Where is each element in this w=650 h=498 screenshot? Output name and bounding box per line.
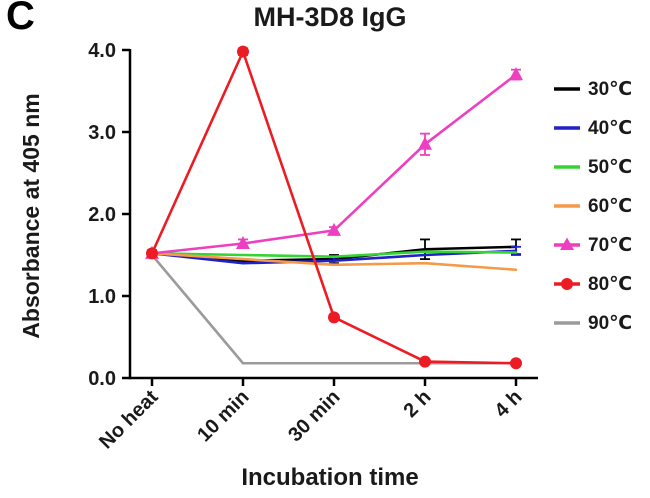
legend-item: 80℃: [552, 273, 632, 295]
y-tick-label: 4.0: [88, 40, 116, 62]
circle-marker: [146, 247, 158, 260]
y-tick-label: 1.0: [88, 286, 116, 308]
series-line: [150, 253, 518, 365]
legend-triangle-icon: [554, 237, 580, 250]
legend-label: 50℃: [588, 156, 633, 178]
legend-item: 70℃: [552, 234, 632, 256]
y-axis-label: Absorbance at 405 nm: [18, 93, 44, 339]
y-tick-label: 3.0: [88, 122, 116, 144]
legend-label: 80℃: [588, 273, 633, 295]
chart-title: MH-3D8 IgG: [253, 2, 407, 32]
y-tick-label: 2.0: [88, 204, 116, 226]
x-tick-label: 4 h: [491, 386, 527, 422]
series-line: [150, 249, 518, 265]
x-tick-label: No heat: [95, 386, 163, 454]
legend-label: 40℃: [588, 117, 633, 139]
legend-item: 40℃: [552, 117, 632, 139]
triangle-marker: [418, 136, 432, 150]
legend-line-icon: [554, 204, 580, 208]
triangle-marker: [509, 67, 523, 81]
triangle-marker: [236, 236, 250, 250]
x-tick-label: 2 h: [400, 386, 436, 422]
legend-line-icon: [554, 126, 580, 130]
circle-marker: [328, 311, 340, 324]
panel-label: C: [6, 0, 35, 38]
series-line: [150, 252, 518, 272]
legend-item: 60℃: [552, 195, 632, 217]
circle-marker: [237, 45, 249, 58]
series-line: [150, 250, 518, 258]
circle-marker: [419, 355, 431, 368]
legend-label: 70℃: [588, 234, 633, 256]
legend-line-icon: [554, 87, 580, 91]
x-tick-label: 10 min: [193, 386, 253, 446]
x-axis-label: Incubation time: [241, 464, 419, 491]
triangle-marker: [327, 222, 341, 236]
legend-item: 30℃: [552, 78, 632, 100]
x-tick-label: 30 min: [284, 386, 344, 446]
circle-marker: [510, 357, 522, 370]
legend-item: 90℃: [552, 312, 632, 334]
legend-circle-icon: [554, 278, 580, 290]
y-tick-label: 0.0: [88, 368, 116, 390]
legend-line-icon: [554, 165, 580, 169]
legend: 30℃ 40℃ 50℃ 60℃ 70℃ 80℃ 90℃: [552, 78, 632, 334]
legend-label: 30℃: [588, 78, 633, 100]
legend-item: 50℃: [552, 156, 632, 178]
legend-line-icon: [554, 321, 580, 325]
legend-label: 90℃: [588, 312, 633, 334]
legend-label: 60℃: [588, 195, 633, 217]
